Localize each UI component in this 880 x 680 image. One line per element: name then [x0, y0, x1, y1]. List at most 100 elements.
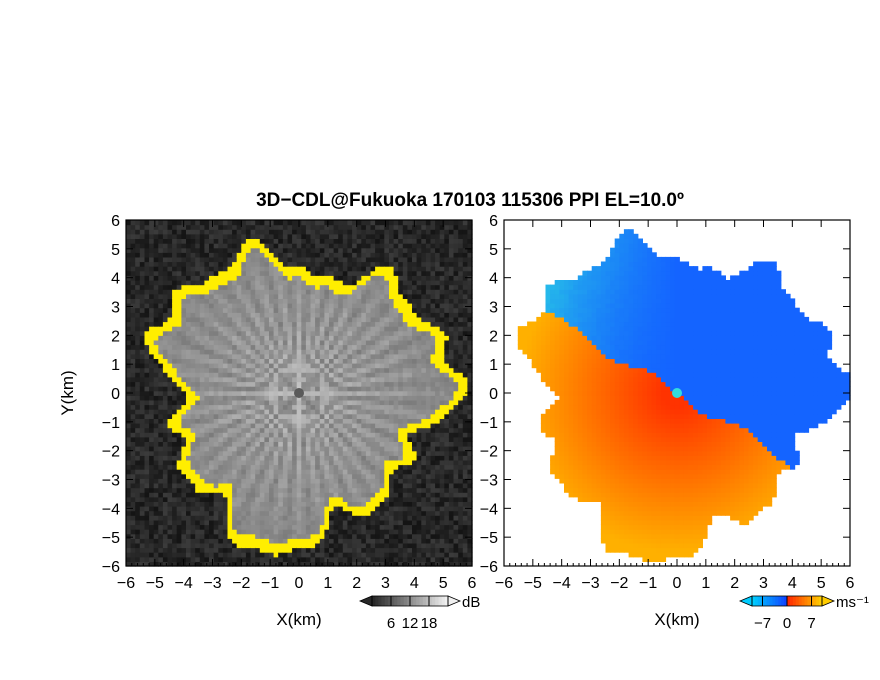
snr-cell: [199, 353, 205, 359]
snr-cell: [398, 233, 404, 239]
snr-cell: [209, 487, 215, 493]
snr-cell: [278, 501, 284, 507]
snr-cell: [416, 455, 422, 461]
snr-cell: [158, 238, 164, 244]
snr-cell: [227, 358, 233, 364]
snr-cell: [227, 220, 233, 226]
snr-cell: [126, 483, 132, 489]
snr-cell: [139, 515, 145, 521]
snr-cell: [416, 261, 422, 267]
snr-cell: [301, 515, 307, 521]
snr-cell: [162, 524, 169, 530]
snr-cell: [365, 386, 372, 392]
snr-cell: [232, 372, 238, 378]
snr-cell: [195, 529, 201, 535]
snr-cell: [181, 229, 187, 235]
snr-cell: [393, 432, 399, 438]
snr-cell: [287, 353, 293, 359]
snr-cell: [329, 321, 335, 327]
snr-cell: [393, 464, 399, 470]
snr-cell: [329, 409, 335, 415]
snr-cell: [421, 395, 427, 401]
snr-cell: [315, 229, 321, 235]
snr-cell: [278, 289, 284, 295]
snr-cell: [416, 363, 422, 369]
snr-cell: [149, 390, 155, 396]
snr-cell: [236, 496, 242, 502]
snr-cell: [195, 487, 201, 493]
snr-cell: [421, 427, 427, 433]
snr-cell: [402, 464, 408, 470]
snr-cell: [412, 506, 418, 512]
snr-cell: [162, 224, 169, 230]
snr-cell: [176, 372, 182, 378]
snr-cell: [342, 252, 348, 258]
snr-cell: [130, 261, 136, 267]
snr-cell: [186, 542, 192, 549]
snr-cell: [342, 312, 348, 318]
snr-cell: [139, 413, 145, 419]
snr-cell: [310, 409, 316, 415]
snr-cell: [181, 358, 187, 364]
snr-cell: [232, 321, 238, 327]
snr-cell: [158, 413, 164, 419]
snr-cell: [162, 404, 169, 410]
snr-cell: [416, 446, 422, 452]
snr-cell: [296, 432, 302, 438]
snr-cell: [338, 390, 344, 396]
snr-cell: [264, 418, 270, 424]
snr-cell: [347, 533, 353, 539]
snr-cell: [356, 349, 362, 355]
snr-cell: [425, 404, 432, 410]
snr-cell: [416, 395, 422, 401]
snr-cell: [333, 266, 339, 272]
snr-cell: [315, 492, 321, 498]
snr-cell: [389, 423, 395, 429]
snr-cell: [264, 261, 270, 267]
snr-cell: [144, 233, 150, 239]
snr-cell: [213, 270, 219, 276]
snr-cell: [407, 238, 413, 244]
snr-cell: [347, 459, 353, 466]
snr-cell: [135, 501, 141, 507]
snr-cell: [389, 404, 395, 410]
snr-cell: [186, 316, 192, 323]
snr-cell: [176, 381, 182, 387]
snr-cell: [236, 289, 242, 295]
snr-cell: [407, 289, 413, 295]
snr-cell: [135, 344, 141, 350]
snr-cell: [153, 238, 159, 244]
snr-cell: [172, 399, 178, 406]
snr-cell: [421, 459, 427, 466]
snr-cell: [352, 464, 358, 470]
snr-cell: [144, 450, 150, 456]
snr-cell: [384, 330, 390, 336]
snr-cell: [416, 409, 422, 415]
snr-cell: [135, 363, 141, 369]
snr-cell: [126, 432, 132, 438]
snr-cell: [319, 432, 325, 438]
snr-cell: [347, 561, 353, 567]
snr-cell: [352, 483, 358, 489]
snr-cell: [245, 243, 252, 249]
snr-cell: [135, 298, 141, 304]
snr-cell: [162, 289, 169, 295]
snr-cell: [389, 270, 395, 276]
snr-cell: [273, 298, 279, 304]
snr-cell: [172, 413, 178, 419]
snr-cell: [149, 529, 155, 535]
snr-cell: [296, 238, 302, 244]
snr-cell: [245, 510, 252, 516]
snr-cell: [250, 330, 256, 336]
snr-cell: [338, 533, 344, 539]
snr-cell: [204, 533, 210, 539]
snr-cell: [398, 298, 404, 304]
snr-cell: [301, 478, 307, 484]
snr-cell: [282, 455, 289, 461]
snr-cell: [259, 335, 265, 341]
snr-cell: [338, 515, 344, 521]
snr-cell: [292, 280, 298, 286]
snr-cell: [352, 487, 358, 493]
snr-cell: [402, 418, 408, 424]
snr-cell: [273, 487, 279, 493]
